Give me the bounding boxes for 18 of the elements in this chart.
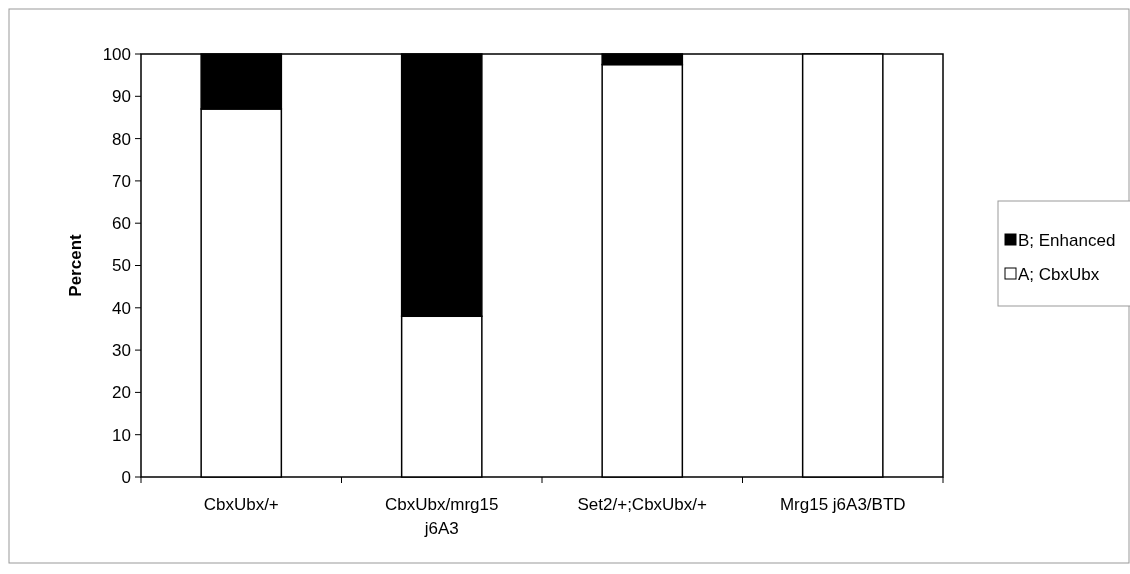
y-tick-label: 60 <box>112 214 131 234</box>
y-tick-label: 70 <box>112 171 131 191</box>
y-tick-label: 20 <box>112 383 131 403</box>
legend-label: B; Enhanced <box>1018 230 1116 250</box>
legend-label: A; CbxUbx <box>1018 264 1100 284</box>
y-axis-title: Percent <box>66 233 85 297</box>
y-tick-label: 40 <box>112 298 131 318</box>
y-tick-label: 10 <box>112 425 131 445</box>
x-tick-label: CbxUbx/+ <box>203 495 279 514</box>
y-tick-label: 100 <box>102 44 131 64</box>
x-tick-label: CbxUbx/mrg15 j6A3 <box>385 495 499 538</box>
y-tick-label: 30 <box>112 341 131 361</box>
y-tick-label: 50 <box>112 256 131 276</box>
y-tick-label: 80 <box>112 129 131 149</box>
x-tick-label: Set2/+;CbxUbx/+ <box>577 495 708 514</box>
x-tick-label: Mrg15 j6A3/BTD <box>779 495 906 514</box>
y-tick-label: 0 <box>121 467 131 487</box>
y-tick-label: 90 <box>112 87 131 107</box>
